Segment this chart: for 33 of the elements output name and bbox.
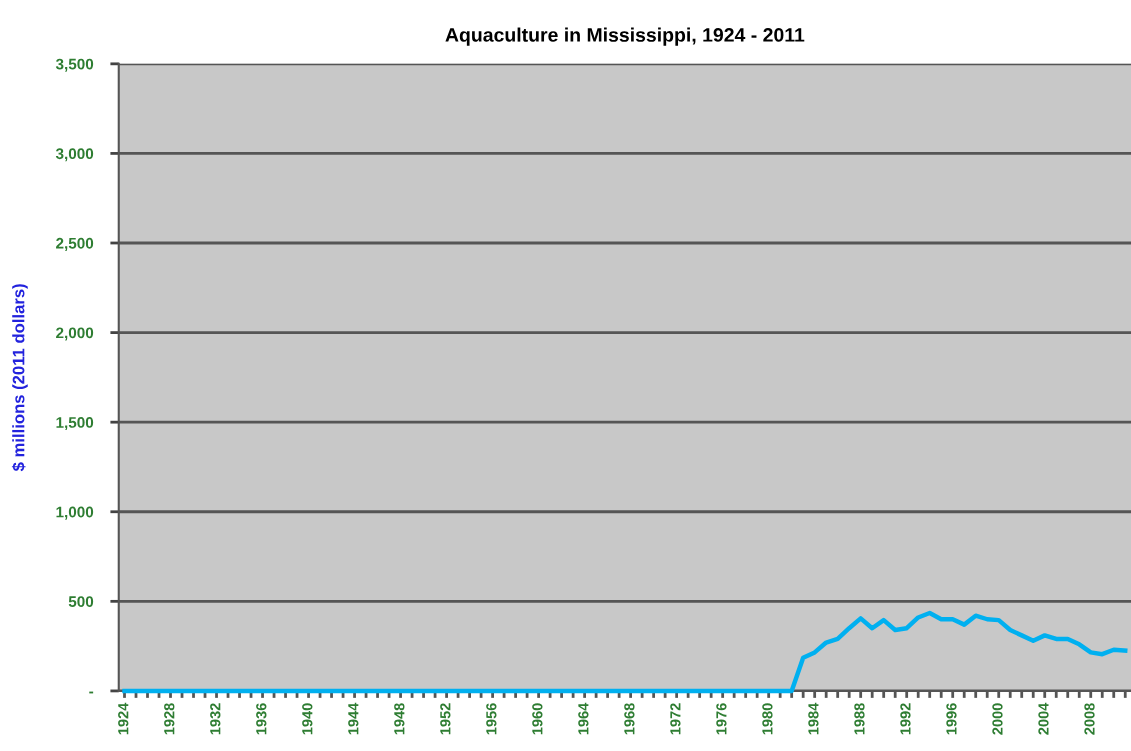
y-tick-label: 3,500 xyxy=(55,58,94,72)
x-tick-label: 1940 xyxy=(302,703,313,735)
x-tick-label: 1968 xyxy=(624,703,635,735)
line-series xyxy=(122,610,1128,694)
x-tick-label: 1960 xyxy=(532,703,543,735)
x-tick-label: 1944 xyxy=(348,702,359,735)
y-tick-label: 2,500 xyxy=(56,237,94,251)
x-tick-label: 1932 xyxy=(210,703,221,735)
x-tick-label: 1928 xyxy=(164,703,175,735)
x-tick-label: 2008 xyxy=(1084,703,1095,735)
x-tick-label: 1976 xyxy=(716,703,727,735)
x-tick-label: 1980 xyxy=(762,703,773,735)
x-tick-label: 1952 xyxy=(440,703,451,735)
y-axis-title: $ millions (2011 dollars) xyxy=(11,284,28,472)
x-tick-label: 1972 xyxy=(670,703,681,735)
x-tick-label: 2004 xyxy=(1038,702,1049,735)
x-tick-label: 1948 xyxy=(394,703,405,735)
x-tick-label: 1984 xyxy=(808,702,819,735)
y-tick-label: 3,000 xyxy=(55,148,94,162)
x-tick-label: 2000 xyxy=(992,703,1003,735)
y-tick-label: 1,500 xyxy=(56,417,94,431)
y-tick-label: 1,000 xyxy=(56,506,94,520)
x-tick-label: 1936 xyxy=(256,703,267,735)
x-tick-label: 1992 xyxy=(900,703,911,735)
x-tick-label: 1924 xyxy=(118,702,129,735)
x-tick-label: 1988 xyxy=(854,703,865,735)
y-tick-label: - xyxy=(89,691,94,694)
x-tick-label: 1996 xyxy=(946,703,957,735)
y-tick-label: 2,000 xyxy=(56,327,94,341)
chart-title: Aquaculture in Mississippi, 1924 - 2011 xyxy=(445,27,805,46)
y-tick-label: 500 xyxy=(68,596,94,608)
x-tick-label: 1964 xyxy=(578,702,589,735)
x-tick-label: 1956 xyxy=(486,703,497,735)
